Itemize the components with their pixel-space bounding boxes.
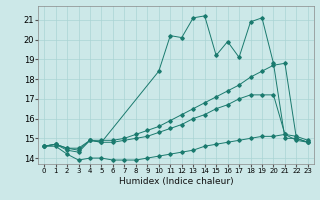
X-axis label: Humidex (Indice chaleur): Humidex (Indice chaleur) (119, 177, 233, 186)
